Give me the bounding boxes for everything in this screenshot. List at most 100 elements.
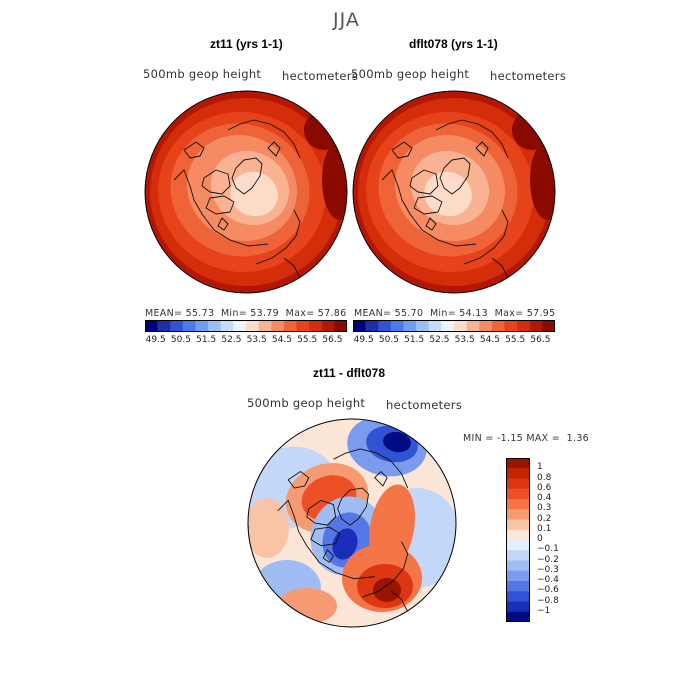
panel-3-colorbar-tick-label: 0.4 <box>537 493 552 503</box>
panel-1-mean-label: MEAN= <box>145 308 183 319</box>
panel-1-colorbar-swatch <box>233 320 247 332</box>
panel-3-colorbar-swatch <box>506 478 530 490</box>
panel-1-coastline <box>217 217 229 231</box>
panel-2-polar-map <box>352 90 556 294</box>
panel-3-units: hectometers <box>386 398 463 412</box>
panel-2-colorbar-swatch <box>504 320 518 332</box>
panel-3-colorbar-swatch <box>506 519 530 531</box>
panel-1-colorbar-frame <box>145 320 347 332</box>
panel-3-colorbar-tick-label: −0.3 <box>537 564 559 575</box>
panel-2-variable: 500mb geop height <box>351 67 470 81</box>
panel-1-coastline <box>205 195 235 215</box>
panel-3-colorbar-tick-label: −0.2 <box>537 554 559 565</box>
panel-2-colorbar-tick-label: 56.5 <box>530 335 551 345</box>
panel-3-coastlines <box>277 448 409 612</box>
panel-3-colorbar-tick-label: −1 <box>537 605 551 616</box>
panel-1-colorbar-swatch <box>182 320 196 332</box>
panel-3-max-value: 1.36 <box>566 433 590 444</box>
panel-3-colorbar-tick-label: 0.3 <box>537 503 552 514</box>
panel-1-colorbar-tick-label: 52.5 <box>221 335 242 345</box>
panel-3-coastline <box>390 590 409 612</box>
panel-2-colorbar-tick-label: 51.5 <box>404 335 425 345</box>
panel-2-coastline <box>463 209 509 265</box>
panel-1-colorbar-tick-label: 53.5 <box>246 335 267 345</box>
panel-2-colorbar-tick-label: 49.5 <box>353 335 374 345</box>
panel-1-colorbar-swatch <box>157 320 171 332</box>
panel-2-colorbar-swatch <box>441 320 455 332</box>
panel-3-colorbar-tick-label: 0.6 <box>537 482 552 493</box>
panel-1-min-value: 53.79 <box>250 308 279 319</box>
panel-3-max-label: MAX = <box>526 433 561 444</box>
panel-2-mean-value: 55.70 <box>394 308 424 319</box>
panel-2-colorbar-swatch <box>479 320 493 332</box>
panel-2-band <box>424 171 472 217</box>
panel-1-colorbar-tick-label: 51.5 <box>196 335 217 345</box>
panel-2-band <box>512 110 552 150</box>
panel-1-colorbar-swatch <box>283 320 297 332</box>
panel-1-coastline <box>173 169 269 247</box>
panel-2-colorbar-swatch <box>466 320 480 332</box>
panel-3-coastline <box>362 541 409 598</box>
panel-3-coastline <box>374 471 388 487</box>
panel-1-colorbar-swatch <box>195 320 209 332</box>
panel-2-colorbar-swatch <box>454 320 467 332</box>
panel-3-min-label: MIN = <box>463 433 494 444</box>
panel-1-polar-map <box>144 90 348 294</box>
panel-1-max-value: 57.86 <box>317 308 347 319</box>
panel-2-min-label: Min= <box>429 308 456 319</box>
panel-2-colorbar-swatch <box>365 320 379 332</box>
panel-1-colorbar-swatch <box>334 320 347 332</box>
panel-3-colorbar-swatch <box>506 458 530 469</box>
panel-3-colorbar-frame <box>506 458 530 622</box>
panel-3-colorbar-swatch <box>506 611 530 622</box>
panel-3-band <box>373 578 401 602</box>
panel-2-coastline <box>491 257 509 279</box>
panel-3-min-value: -1.15 <box>496 433 524 444</box>
panel-3-colorbar-tick-label: −0.1 <box>537 544 559 555</box>
panel-2-colorbar-swatch <box>542 320 555 332</box>
panel-1-coastline <box>283 257 301 279</box>
panel-3-title: zt11 - dflt078 <box>313 366 386 380</box>
panel-3-colorbar-swatch <box>506 468 530 479</box>
panel-3-colorbar-swatch <box>506 550 530 561</box>
panel-2-mean-label: MEAN= <box>354 308 392 319</box>
panel-2-coastline <box>409 169 439 195</box>
panel-3-stats: MIN = -1.15 MAX = 1.36 <box>463 433 589 444</box>
panel-3-variable: 500mb geop height <box>247 396 366 410</box>
panel-1-coastline <box>183 141 205 159</box>
panel-2-colorbar-swatch <box>416 320 430 332</box>
panel-2-field <box>353 91 555 293</box>
panel-1-min-label: Min= <box>220 308 247 319</box>
panel-1-colorbar-swatch <box>208 320 222 332</box>
panel-3-colorbar-tick-label: 0.8 <box>537 472 552 483</box>
panel-3-coastline <box>277 499 375 580</box>
panel-1-mean-value: 55.73 <box>185 308 215 319</box>
panel-3-coastline <box>306 499 337 526</box>
panel-1-colorbar <box>145 320 347 332</box>
panel-2-colorbar-swatch <box>353 320 366 332</box>
panel-2-colorbar-swatch <box>403 320 417 332</box>
panel-2-colorbar-swatch <box>378 320 392 332</box>
panel-3-colorbar-swatch <box>506 560 530 572</box>
panel-1-coastlines <box>173 119 301 279</box>
panel-2-colorbar-tick-label: 53.5 <box>454 335 475 345</box>
panel-1-band <box>230 171 278 217</box>
panel-3-coastline <box>310 526 341 547</box>
panel-3-band <box>277 588 337 624</box>
panel-1-colorbar-swatch <box>309 320 323 332</box>
panel-1-stats: MEAN= 55.73 Min= 53.79 Max= 57.86 <box>145 308 346 319</box>
panel-2-colorbar-swatch <box>529 320 543 332</box>
panel-3-colorbar-swatch <box>506 499 530 510</box>
panel-1-colorbar-tick-label: 50.5 <box>170 335 191 345</box>
panel-1-map-border <box>144 90 348 294</box>
panel-3-colorbar-tick-label: 0.1 <box>537 523 552 534</box>
panel-2-colorbar-frame <box>353 320 555 332</box>
panel-1-colorbar-tick-label: 54.5 <box>271 335 292 345</box>
panel-1-colorbar-swatch <box>220 320 234 332</box>
panel-2-coastline <box>435 119 509 159</box>
panel-2-colorbar-tick-label: 55.5 <box>505 335 526 345</box>
panel-2-colorbar-tick-label: 54.5 <box>479 335 500 345</box>
panel-1-colorbar-swatch <box>321 320 335 332</box>
panel-3-colorbar-swatch <box>506 529 530 541</box>
panel-1-colorbar-tick-label: 56.5 <box>322 335 343 345</box>
